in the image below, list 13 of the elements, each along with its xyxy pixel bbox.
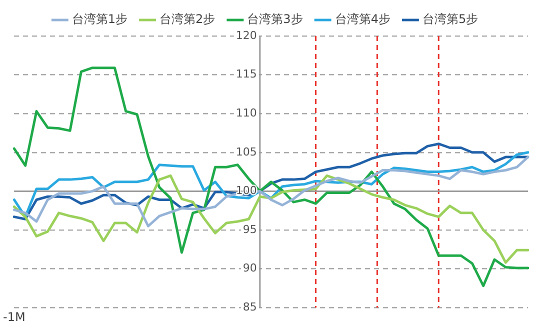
legend-label: 台湾第1步: [72, 12, 128, 26]
legend-label: 台湾第3步: [247, 12, 303, 26]
y-tick-label: 85: [242, 300, 257, 314]
legend-label: 台湾第4步: [334, 12, 390, 26]
y-tick-label: 105: [236, 145, 257, 158]
x-tick-label: -1M: [2, 310, 26, 324]
y-tick-label: 115: [236, 68, 257, 81]
y-tick-label: 95: [242, 222, 257, 236]
legend-label: 台湾第5步: [422, 12, 478, 26]
y-tick-label: 90: [242, 262, 257, 275]
y-tick-label: 120: [236, 28, 257, 42]
y-tick-label: 110: [236, 106, 257, 120]
legend-label: 台湾第2步: [160, 12, 216, 26]
